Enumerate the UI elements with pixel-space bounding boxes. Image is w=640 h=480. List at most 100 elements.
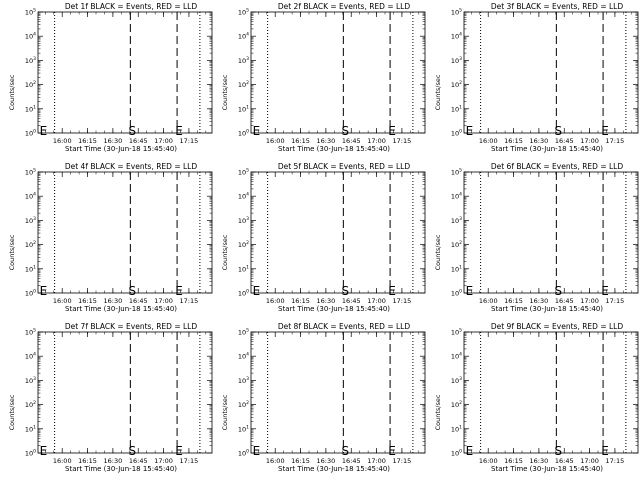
x-tick-label: 16:00 [53, 297, 72, 305]
x-tick-label: 17:00 [367, 297, 386, 305]
x-tick-label: 16:45 [342, 457, 361, 465]
x-axis-label: Start Time (30-Jun-18 15:45:40) [491, 145, 603, 153]
y-tick-label: 101 [238, 424, 249, 433]
marker-label: E [40, 284, 48, 298]
panel-title: Det 1f BLACK = Events, RED = LLD [65, 2, 198, 11]
y-tick-label: 100 [25, 289, 36, 298]
x-tick-label: 17:15 [180, 137, 199, 145]
y-tick-label: 103 [25, 376, 36, 385]
x-tick-label: 16:15 [504, 137, 523, 145]
marker-label: E [175, 284, 183, 298]
y-tick-label: 105 [25, 168, 36, 177]
y-tick-label: 101 [238, 104, 249, 113]
panel-title: Det 5f BLACK = Events, RED = LLD [278, 162, 411, 171]
marker-label: E [466, 284, 474, 298]
detector-panel: Det 6f BLACK = Events, RED = LLD 100 101 10… [434, 162, 639, 313]
x-tick-label: 17:00 [154, 457, 173, 465]
y-tick-label: 104 [238, 32, 249, 41]
plot-frame [463, 331, 639, 454]
marker-label: E [388, 284, 396, 298]
x-tick-label: 17:15 [393, 137, 412, 145]
x-tick-label: 16:15 [291, 457, 310, 465]
y-axis-label: Counts/sec [221, 394, 229, 430]
x-tick-label: 16:15 [291, 297, 310, 305]
y-tick-label: 105 [451, 168, 462, 177]
plot-frame [37, 331, 213, 454]
y-tick-label: 103 [238, 56, 249, 65]
x-tick-label: 16:00 [53, 137, 72, 145]
y-axis-label: Counts/sec [8, 74, 16, 110]
y-tick-label: 104 [451, 192, 462, 201]
x-axis-label: Start Time (30-Jun-18 15:45:40) [278, 465, 390, 473]
y-axis-label: Counts/sec [434, 394, 442, 430]
x-tick-label: 16:00 [266, 297, 285, 305]
marker-label: S [342, 284, 350, 298]
y-tick-label: 103 [451, 216, 462, 225]
y-tick-label: 103 [451, 376, 462, 385]
y-tick-label: 104 [238, 352, 249, 361]
x-tick-label: 16:00 [479, 457, 498, 465]
y-tick-label: 100 [451, 449, 462, 458]
plot-frame [250, 331, 426, 454]
plot-frame [463, 171, 639, 294]
y-tick-label: 104 [451, 32, 462, 41]
x-axis-label: Start Time (30-Jun-18 15:45:40) [65, 145, 177, 153]
x-tick-label: 16:00 [53, 457, 72, 465]
x-tick-label: 17:15 [393, 457, 412, 465]
x-axis-label: Start Time (30-Jun-18 15:45:40) [491, 465, 603, 473]
panel-title: Det 3f BLACK = Events, RED = LLD [491, 2, 624, 11]
marker-label: E [601, 124, 609, 138]
panel-title: Det 7f BLACK = Events, RED = LLD [65, 322, 198, 331]
y-tick-label: 100 [238, 129, 249, 138]
y-tick-label: 100 [25, 449, 36, 458]
x-tick-label: 16:45 [129, 137, 148, 145]
plot-frame [250, 11, 426, 134]
y-tick-label: 105 [451, 328, 462, 337]
y-tick-label: 101 [238, 264, 249, 273]
y-tick-label: 102 [451, 400, 462, 409]
x-tick-label: 17:15 [393, 297, 412, 305]
marker-label: S [555, 284, 563, 298]
x-tick-label: 17:00 [580, 297, 599, 305]
y-tick-label: 104 [25, 352, 36, 361]
detector-panel: Det 7f BLACK = Events, RED = LLD 100 101 10… [8, 322, 213, 473]
x-tick-label: 16:15 [504, 457, 523, 465]
x-tick-label: 16:45 [555, 457, 574, 465]
x-tick-label: 17:15 [606, 457, 625, 465]
y-tick-label: 100 [25, 129, 36, 138]
y-axis-label: Counts/sec [434, 74, 442, 110]
plot-frame [250, 171, 426, 294]
plot-frame [463, 11, 639, 134]
x-tick-label: 16:15 [78, 137, 97, 145]
y-tick-label: 105 [238, 8, 249, 17]
y-tick-label: 102 [25, 80, 36, 89]
x-tick-label: 16:45 [342, 137, 361, 145]
detector-panel: Det 3f BLACK = Events, RED = LLD 100 101 10… [434, 2, 639, 153]
x-tick-label: 16:30 [104, 457, 123, 465]
y-tick-label: 104 [451, 352, 462, 361]
y-axis-label: Counts/sec [8, 394, 16, 430]
y-tick-label: 100 [238, 449, 249, 458]
y-tick-label: 104 [25, 32, 36, 41]
y-tick-label: 103 [25, 216, 36, 225]
x-tick-label: 16:45 [555, 137, 574, 145]
x-tick-label: 17:15 [606, 137, 625, 145]
y-tick-label: 104 [238, 192, 249, 201]
marker-label: E [388, 124, 396, 138]
marker-label: E [466, 444, 474, 458]
x-axis-label: Start Time (30-Jun-18 15:45:40) [278, 145, 390, 153]
plot-frame [37, 171, 213, 294]
detector-panel: Det 9f BLACK = Events, RED = LLD 100 101 10… [434, 322, 639, 473]
x-tick-label: 16:15 [78, 297, 97, 305]
detector-panel: Det 5f BLACK = Events, RED = LLD 100 101 10… [221, 162, 426, 313]
y-axis-label: Counts/sec [434, 234, 442, 270]
y-tick-label: 102 [238, 240, 249, 249]
y-tick-label: 105 [25, 8, 36, 17]
marker-label: E [175, 124, 183, 138]
y-tick-label: 101 [451, 424, 462, 433]
marker-label: E [601, 284, 609, 298]
x-tick-label: 17:00 [154, 137, 173, 145]
y-axis-label: Counts/sec [8, 234, 16, 270]
x-tick-label: 16:30 [530, 297, 549, 305]
